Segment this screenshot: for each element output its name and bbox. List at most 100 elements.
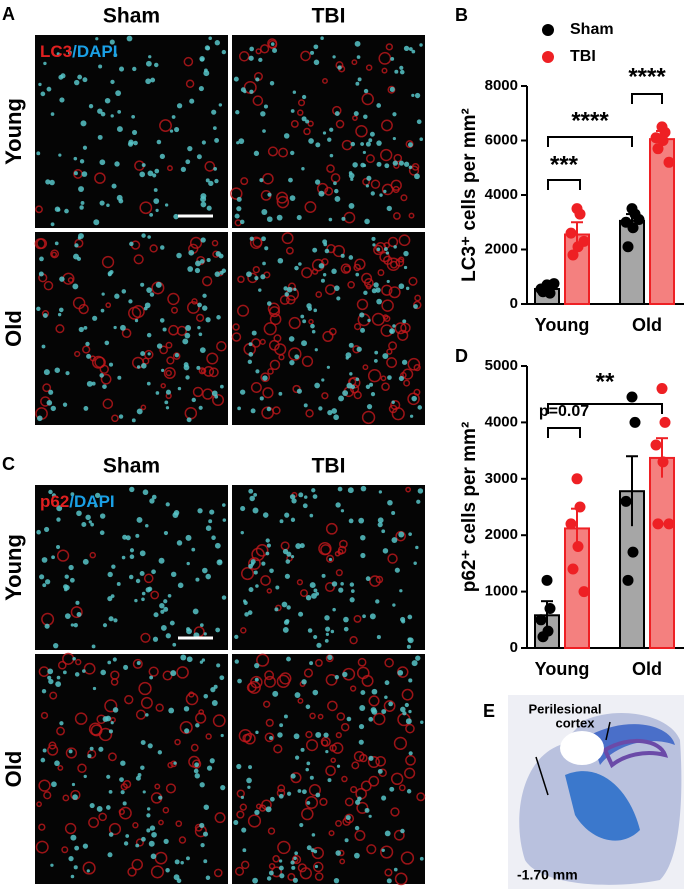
cell (101, 255, 115, 269)
nucleus (403, 250, 409, 257)
cell (165, 341, 173, 349)
nucleus (183, 364, 190, 371)
nucleus (101, 292, 105, 296)
nucleus (67, 50, 72, 55)
nucleus (70, 492, 75, 497)
nucleus (336, 764, 341, 768)
nucleus (163, 599, 168, 604)
cell (64, 822, 77, 835)
nucleus (249, 236, 254, 241)
nucleus (323, 732, 329, 738)
nucleus (187, 266, 194, 272)
nucleus (381, 848, 385, 853)
nucleus (313, 588, 318, 593)
nucleus (248, 488, 254, 494)
y-tick-label: 4000 (485, 186, 518, 203)
data-point (652, 143, 664, 155)
cell (407, 392, 420, 406)
cell (309, 712, 316, 720)
cell (398, 784, 406, 792)
nucleus (307, 306, 313, 311)
cell (386, 257, 401, 271)
cell (211, 239, 219, 247)
stain-dapi: /DAPI (69, 492, 114, 511)
nucleus (76, 510, 82, 517)
cell (315, 291, 323, 298)
nucleus (129, 548, 135, 553)
cell (82, 861, 96, 875)
nucleus (376, 140, 382, 146)
nucleus (415, 655, 421, 661)
nucleus (252, 877, 259, 884)
nucleus (358, 517, 365, 524)
nucleus (355, 81, 360, 86)
nucleus (49, 179, 55, 186)
nucleus (114, 293, 120, 299)
nucleus (234, 213, 240, 219)
nucleus (366, 175, 372, 181)
cell (335, 819, 342, 827)
nucleus (131, 114, 136, 119)
nucleus (269, 735, 274, 741)
nucleus (278, 859, 283, 863)
nucleus (106, 805, 111, 810)
cell (339, 858, 346, 865)
cell (198, 709, 205, 715)
nucleus (188, 249, 195, 256)
nucleus (128, 299, 133, 304)
nucleus (128, 574, 134, 580)
nucleus (97, 108, 103, 114)
cell (88, 817, 100, 829)
nucleus (94, 492, 101, 499)
cell (149, 244, 158, 253)
nucleus (136, 365, 141, 369)
nucleus (389, 86, 395, 93)
cell (371, 312, 385, 326)
cell (404, 767, 416, 779)
cell (82, 345, 91, 354)
nucleus (269, 81, 275, 86)
cell (74, 350, 81, 358)
coordinate-label: -1.70 mm (517, 867, 578, 883)
nucleus (56, 505, 63, 512)
cell (70, 606, 83, 619)
cell (354, 829, 366, 841)
cell (262, 387, 274, 399)
nucleus (110, 721, 114, 725)
nucleus (312, 689, 319, 696)
cell (354, 258, 366, 270)
nucleus (292, 90, 297, 94)
nucleus (147, 170, 154, 177)
nucleus (68, 564, 74, 571)
nucleus (182, 338, 189, 345)
nucleus (369, 131, 375, 137)
cell (307, 120, 314, 127)
x-tick-label: Young (535, 659, 590, 679)
cell (175, 820, 183, 827)
nucleus (40, 757, 46, 763)
nucleus (400, 828, 405, 834)
nucleus (131, 418, 136, 423)
nucleus (206, 205, 212, 211)
nucleus (50, 863, 54, 867)
nucleus (41, 689, 47, 694)
nucleus (255, 77, 260, 82)
nucleus (176, 252, 182, 259)
nucleus (246, 777, 252, 784)
nucleus (174, 126, 180, 133)
nucleus (44, 526, 50, 532)
cell (263, 700, 271, 708)
nucleus (363, 114, 368, 119)
nucleus (122, 801, 127, 806)
nucleus (354, 852, 360, 859)
nucleus (264, 246, 269, 251)
cell (328, 327, 337, 336)
nucleus (172, 642, 177, 647)
data-point (565, 518, 577, 530)
nucleus (50, 222, 55, 227)
cell (131, 305, 145, 319)
nucleus (301, 116, 307, 122)
nucleus (348, 518, 354, 524)
nucleus (36, 529, 41, 535)
nucleus (214, 178, 219, 184)
